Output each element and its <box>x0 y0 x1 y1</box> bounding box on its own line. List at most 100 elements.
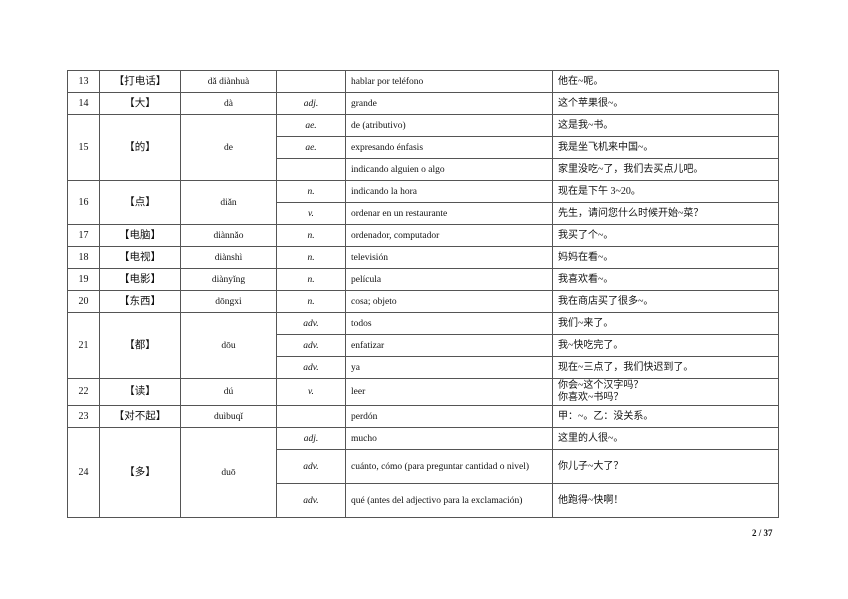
table-row: ae. expresando énfasis 我是坐飞机来中国~。 <box>68 136 779 159</box>
meaning: perdón <box>345 405 553 428</box>
entry-number: 20 <box>67 290 100 313</box>
meaning: expresando énfasis <box>345 136 553 159</box>
meaning: indicando alguien o algo <box>345 158 553 181</box>
pinyin: dōngxi <box>180 290 277 313</box>
meaning: mucho <box>345 427 553 450</box>
example: 先生，请问您什么时候开始~菜？ <box>552 202 779 225</box>
part-of-speech: adv. <box>276 483 346 518</box>
example: 你儿子~大了？ <box>552 449 779 484</box>
part-of-speech: v. <box>276 202 346 225</box>
table-row: 20 【东西】 dōngxi n. cosa; objeto 我在商店买了很多~。 <box>67 290 779 313</box>
example: 我是坐飞机来中国~。 <box>552 136 779 159</box>
pinyin: dú <box>180 378 277 406</box>
meaning: de (atributivo) <box>345 114 553 137</box>
meaning: cuánto, cómo (para preguntar cantidad o … <box>345 449 553 484</box>
part-of-speech: n. <box>276 180 346 203</box>
example: 妈妈在看~。 <box>552 246 779 269</box>
example: 这是我~书。 <box>552 114 779 137</box>
pinyin: de <box>180 114 277 181</box>
headword: 【多】 <box>99 427 181 518</box>
meaning: película <box>345 268 553 291</box>
page-number: 2 / 37 <box>752 528 773 538</box>
headword: 【打电话】 <box>99 70 181 93</box>
headword: 【的】 <box>99 114 181 181</box>
table-row: v. ordenar en un restaurante 先生，请问您什么时候开始~… <box>68 202 779 225</box>
part-of-speech: adj. <box>276 92 346 115</box>
table-row: 22 【读】 dú v. leer 你会~这个汉字吗？ 你喜欢~书吗？ <box>67 378 779 406</box>
example-line: 你会~这个汉字吗？ <box>558 380 644 391</box>
part-of-speech: n. <box>276 268 346 291</box>
table-row: 24 【多】 duō adj. mucho 这里的人很~。 <box>67 427 779 518</box>
part-of-speech: n. <box>276 290 346 313</box>
entry-number: 16 <box>67 180 100 225</box>
example: 你会~这个汉字吗？ 你喜欢~书吗？ <box>552 378 779 406</box>
pinyin: duìbuqǐ <box>180 405 277 428</box>
headword: 【大】 <box>99 92 181 115</box>
table-row: 18 【电视】 diànshì n. televisión 妈妈在看~。 <box>67 246 779 269</box>
meaning: grande <box>345 92 553 115</box>
part-of-speech <box>276 70 346 93</box>
table-row: 23 【对不起】 duìbuqǐ perdón 甲：~。乙：没关系。 <box>67 405 779 428</box>
pinyin: diànyǐng <box>180 268 277 291</box>
entry-number: 13 <box>67 70 100 93</box>
part-of-speech: adv. <box>276 356 346 379</box>
part-of-speech: adj. <box>276 427 346 450</box>
entry-number: 17 <box>67 224 100 247</box>
headword: 【读】 <box>99 378 181 406</box>
entry-number: 21 <box>67 312 100 379</box>
entry-number: 24 <box>67 427 100 518</box>
meaning: todos <box>345 312 553 335</box>
pinyin: diǎn <box>180 180 277 225</box>
part-of-speech: ae. <box>276 114 346 137</box>
example: 他在~呢。 <box>552 70 779 93</box>
headword: 【电脑】 <box>99 224 181 247</box>
example-line: 你喜欢~书吗？ <box>558 392 624 403</box>
meaning: leer <box>345 378 553 406</box>
table-row: 15 【的】 de ae. de (atributivo) 这是我~书。 <box>67 114 779 181</box>
entry-number: 19 <box>67 268 100 291</box>
example: 这个苹果很~。 <box>552 92 779 115</box>
example: 我喜欢看~。 <box>552 268 779 291</box>
headword: 【电视】 <box>99 246 181 269</box>
table-row: 19 【电影】 diànyǐng n. película 我喜欢看~。 <box>67 268 779 291</box>
part-of-speech: adv. <box>276 312 346 335</box>
meaning: ya <box>345 356 553 379</box>
table-row: adv. cuánto, cómo (para preguntar cantida… <box>68 449 779 484</box>
example: 我~快吃完了。 <box>552 334 779 357</box>
entry-number: 15 <box>67 114 100 181</box>
example: 我买了个~。 <box>552 224 779 247</box>
pinyin: diànnǎo <box>180 224 277 247</box>
table-row: 17 【电脑】 diànnǎo n. ordenador, computador 我买了个… <box>67 224 779 247</box>
part-of-speech <box>276 158 346 181</box>
pinyin: dà <box>180 92 277 115</box>
table-row: 13 【打电话】 dǎ diànhuà hablar por teléfono 他在~呢… <box>67 70 779 93</box>
meaning: indicando la hora <box>345 180 553 203</box>
example: 现在~三点了，我们快迟到了。 <box>552 356 779 379</box>
pinyin: duō <box>180 427 277 518</box>
meaning: hablar por teléfono <box>345 70 553 93</box>
pinyin: dōu <box>180 312 277 379</box>
meaning: ordenar en un restaurante <box>345 202 553 225</box>
headword: 【都】 <box>99 312 181 379</box>
meaning: cosa; objeto <box>345 290 553 313</box>
meaning: qué (antes del adjectivo para la exclama… <box>345 483 553 518</box>
example: 我在商店买了很多~。 <box>552 290 779 313</box>
part-of-speech <box>276 405 346 428</box>
table-row: adv. qué (antes del adjectivo para la exc… <box>68 483 779 518</box>
pinyin: diànshì <box>180 246 277 269</box>
entry-number: 18 <box>67 246 100 269</box>
example: 这里的人很~。 <box>552 427 779 450</box>
part-of-speech: v. <box>276 378 346 406</box>
table-row: 14 【大】 dà adj. grande 这个苹果很~。 <box>67 92 779 115</box>
part-of-speech: n. <box>276 246 346 269</box>
pinyin: dǎ diànhuà <box>180 70 277 93</box>
vocabulary-table: 13 【打电话】 dǎ diànhuà hablar por teléfono 他在~呢… <box>67 70 779 518</box>
example: 甲：~。乙：没关系。 <box>552 405 779 428</box>
meaning: televisión <box>345 246 553 269</box>
headword: 【东西】 <box>99 290 181 313</box>
table-row: adv. ya 现在~三点了，我们快迟到了。 <box>68 356 779 379</box>
table-row: 16 【点】 diǎn n. indicando la hora 现在是下午 3~20。 <box>67 180 779 225</box>
table-row: 21 【都】 dōu adv. todos 我们~来了。 <box>67 312 779 379</box>
headword: 【电影】 <box>99 268 181 291</box>
meaning: enfatizar <box>345 334 553 357</box>
